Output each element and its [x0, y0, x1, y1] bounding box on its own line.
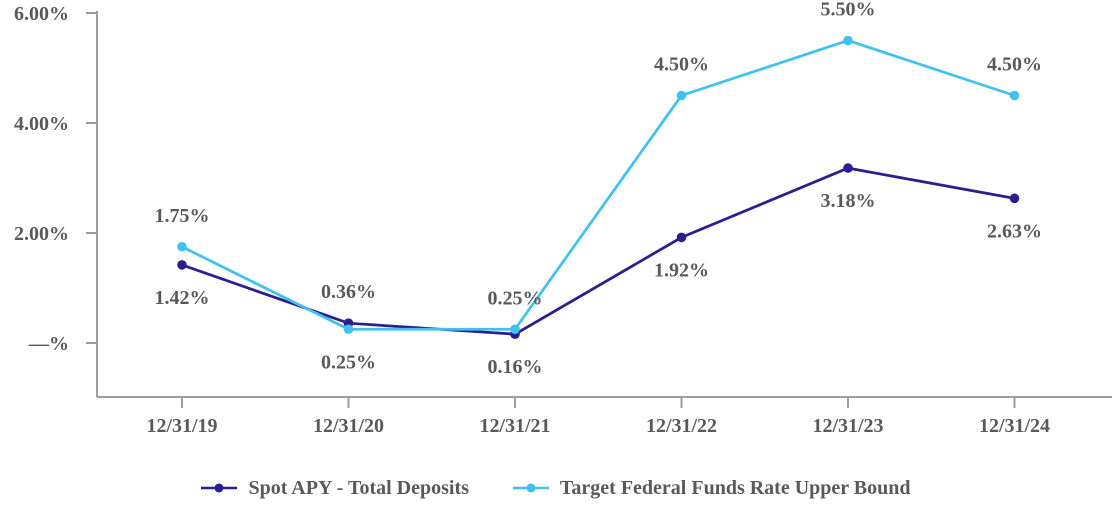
- data-point-label: 0.16%: [488, 356, 543, 378]
- data-point-label: 4.50%: [654, 54, 709, 76]
- data-point-label: 0.25%: [321, 351, 376, 373]
- data-point-label: 3.18%: [821, 190, 876, 212]
- legend-marker-spot-apy-icon: [201, 483, 238, 493]
- data-point-label: 1.92%: [654, 259, 709, 281]
- series-line-0: [181, 166, 1015, 336]
- data-point-label: 2.63%: [987, 220, 1042, 242]
- y-tick-label: 4.00%: [14, 113, 69, 135]
- data-point: [1009, 193, 1020, 204]
- legend-item-fed-funds[interactable]: Target Federal Funds Rate Upper Bound: [512, 476, 911, 500]
- x-tick-label: 12/31/21: [479, 415, 550, 437]
- data-point-label: 0.36%: [321, 281, 376, 303]
- y-tick-label: 6.00%: [14, 3, 69, 25]
- data-point: [343, 324, 354, 335]
- data-point-label: 1.42%: [155, 287, 210, 309]
- x-tick-label: 12/31/22: [646, 415, 717, 437]
- data-point-label: 1.75%: [155, 205, 210, 227]
- data-point-label: 0.25%: [488, 287, 543, 309]
- x-tick-label: 12/31/20: [313, 415, 384, 437]
- legend-label-spot-apy: Spot APY - Total Deposits: [248, 476, 469, 499]
- legend-label-fed-funds: Target Federal Funds Rate Upper Bound: [559, 476, 911, 499]
- x-tick-label: 12/31/23: [812, 415, 883, 437]
- y-tick-label: —%: [28, 333, 69, 355]
- legend-item-spot-apy[interactable]: Spot APY - Total Deposits: [201, 476, 469, 500]
- data-point: [676, 90, 687, 101]
- data-point: [843, 35, 853, 46]
- data-point: [177, 260, 187, 270]
- data-point-label: 5.50%: [821, 0, 876, 21]
- x-tick-label: 12/31/19: [146, 415, 217, 437]
- data-point: [843, 163, 853, 173]
- x-tick-label: 12/31/24: [979, 415, 1050, 437]
- data-point: [510, 324, 520, 335]
- data-point: [676, 232, 687, 243]
- data-point: [1009, 90, 1020, 101]
- data-point-label: 4.50%: [987, 54, 1042, 76]
- legend-marker-fed-funds-icon: [512, 483, 549, 493]
- y-tick-label: 2.00%: [14, 223, 69, 245]
- legend: Spot APY - Total Deposits Target Federal…: [0, 473, 1112, 503]
- series-line-1: [181, 39, 1015, 331]
- data-point: [177, 241, 187, 252]
